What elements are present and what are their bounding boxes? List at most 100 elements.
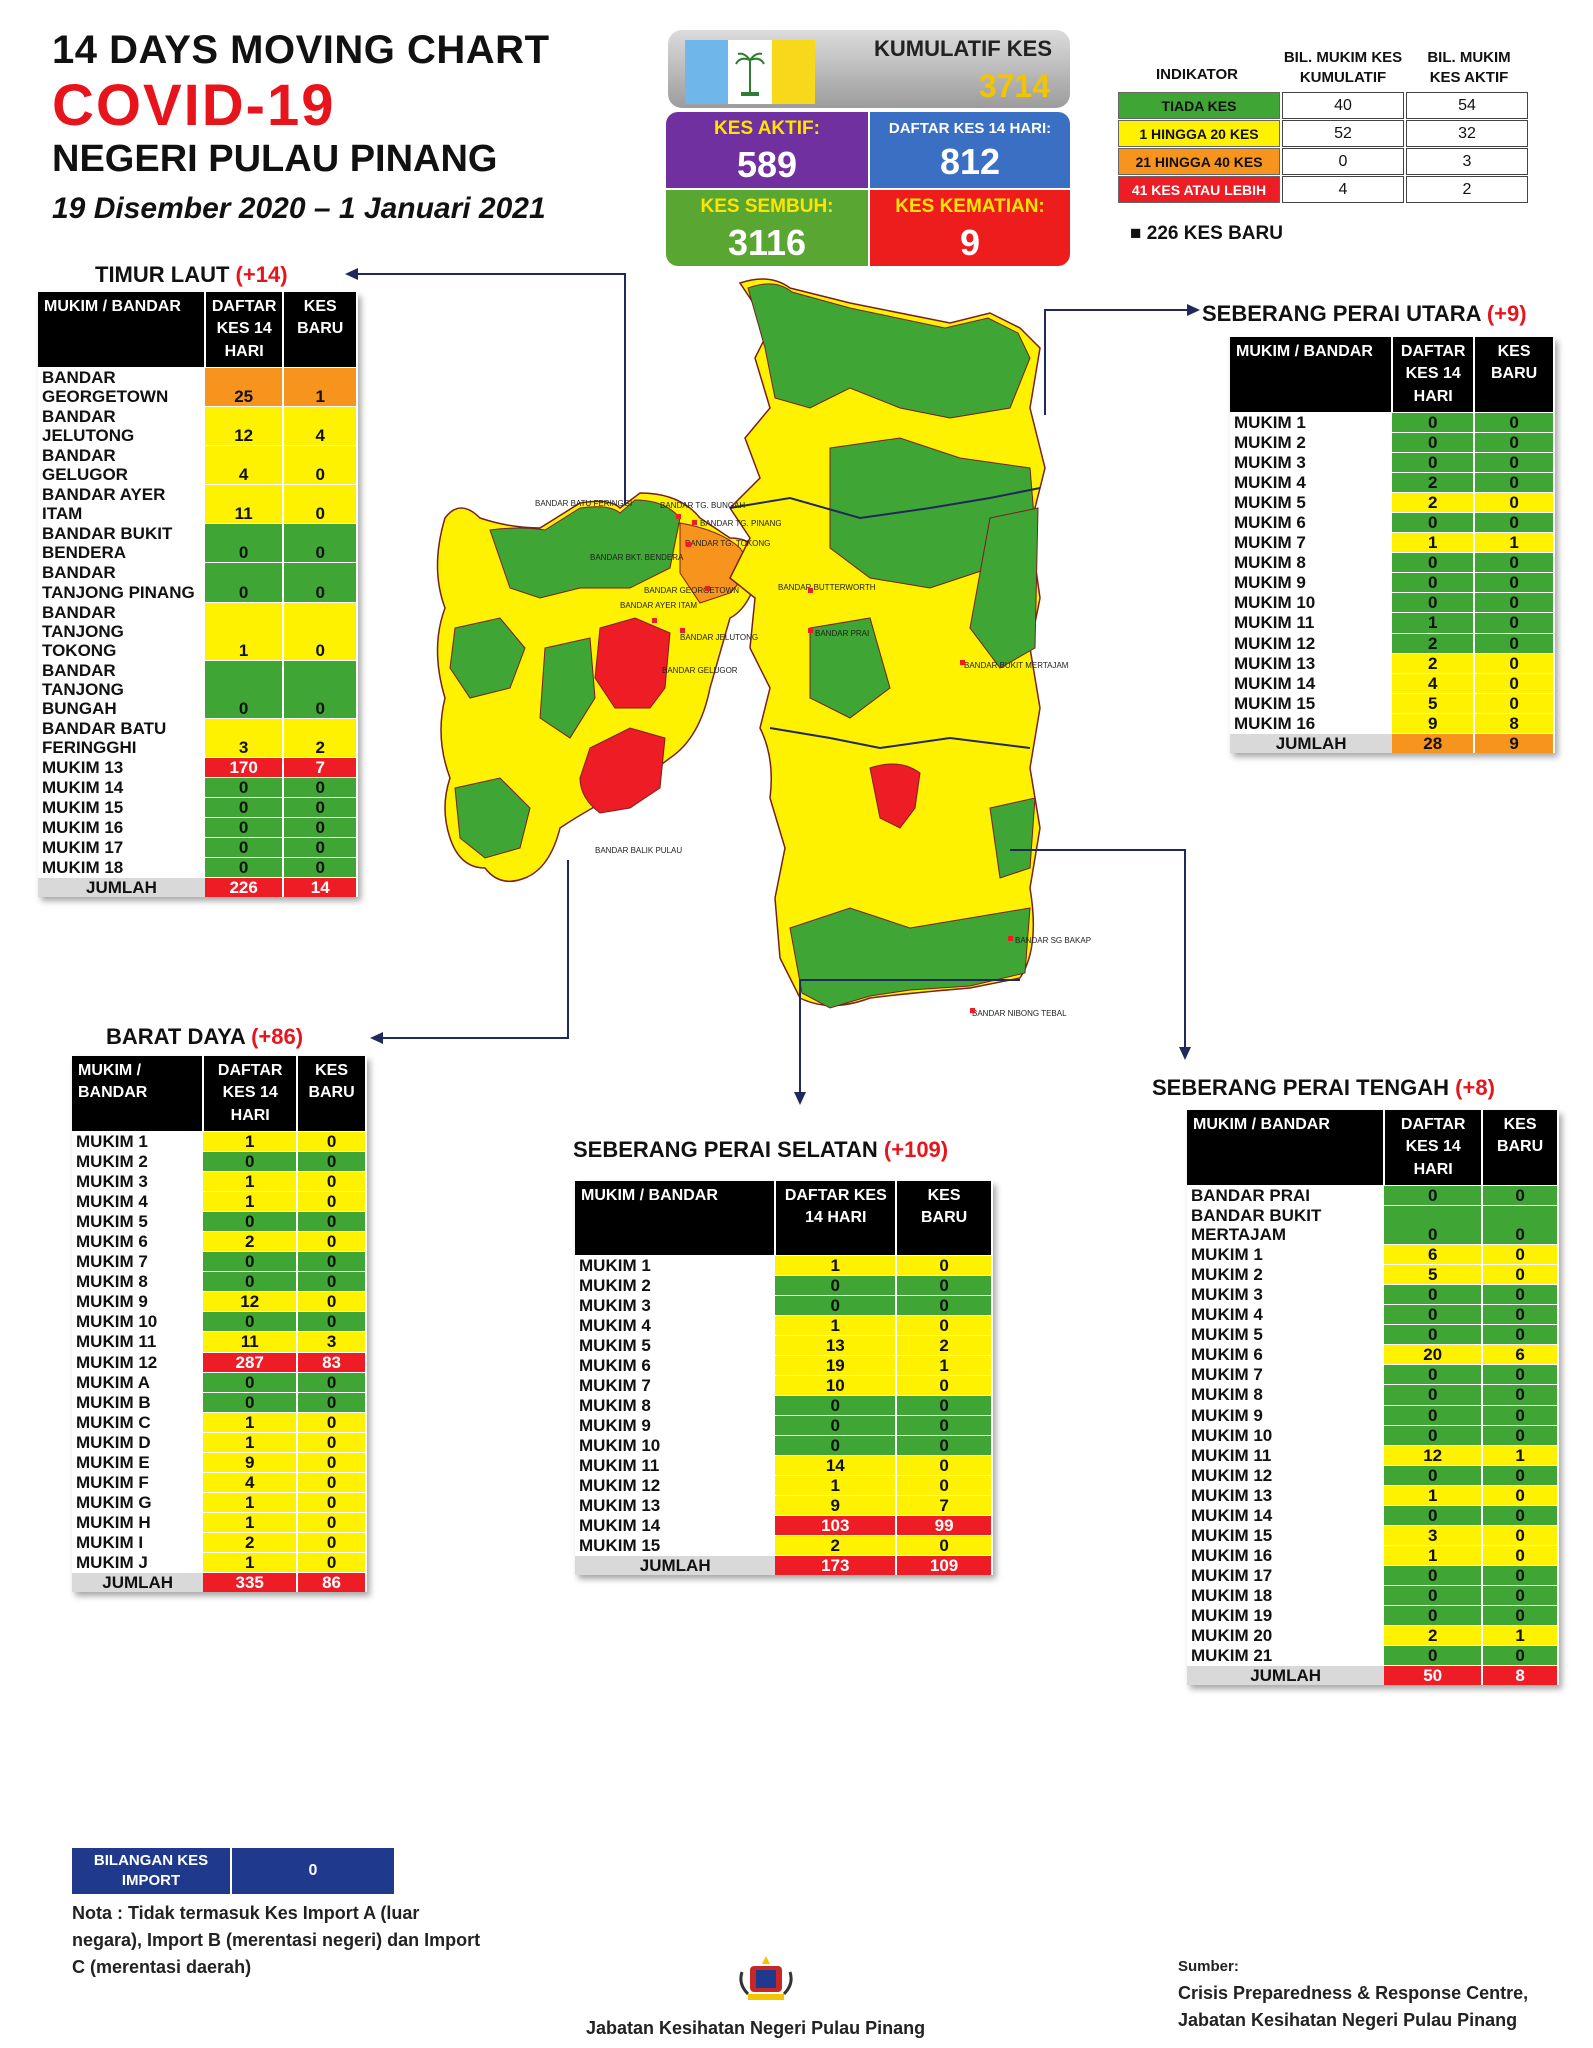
map-label-bukit-mertajam: BANDAR BUKIT MERTAJAM [964, 661, 1069, 670]
row-baru: 0 [297, 1431, 367, 1453]
row-baru: 83 [297, 1351, 367, 1373]
row-name: BANDAR TANJONG PINANG [38, 562, 205, 603]
indicator-row-kumulatif: 4 [1282, 176, 1404, 203]
barat-daya-plus: (+86) [251, 1024, 304, 1049]
new-cases-text: 226 KES BARU [1146, 223, 1283, 244]
row-daftar: 170 [204, 756, 285, 778]
table-row: MUKIM 10 0 0 [575, 1434, 993, 1456]
row-daftar: 0 [775, 1414, 898, 1436]
row-baru: 0 [1482, 1504, 1559, 1526]
row-name: MUKIM 2 [1230, 432, 1393, 453]
district-table: MUKIM / BANDAR DAFTAR KES 14 HARI KES BARU… [575, 1181, 993, 1575]
row-baru: 0 [1482, 1384, 1559, 1406]
row-daftar: 0 [775, 1394, 898, 1416]
cumulative-label: KUMULATIF KES [873, 36, 1052, 61]
row-baru: 0 [297, 1251, 367, 1272]
row-name: BANDAR BATU FERINGGHI [38, 717, 205, 758]
row-baru: 0 [1474, 472, 1555, 493]
row-name: MUKIM 8 [1230, 552, 1393, 573]
mainland-green-north [747, 283, 1031, 419]
square-bullet-icon: ■ [1130, 223, 1142, 244]
map-label-georgetown: BANDAR GEORGETOWN [644, 586, 739, 595]
row-name: MUKIM 18 [38, 856, 205, 878]
row-daftar: 0 [203, 1371, 299, 1393]
row-baru: 0 [1474, 572, 1555, 593]
row-baru: 0 [1474, 692, 1555, 714]
malaysia-coat-of-arms-icon [739, 1956, 793, 2000]
row-name: BANDAR TANJONG BUNGAH [38, 659, 205, 719]
import-cases-label: BILANGAN KES IMPORT [72, 1848, 230, 1894]
row-name: MUKIM 15 [38, 796, 205, 818]
row-name: MUKIM 13 [1230, 652, 1393, 674]
district-table: MUKIM / BANDAR DAFTAR KES 14 HARI KES BARU… [38, 292, 358, 898]
indicator-row-kumulatif: 0 [1282, 148, 1404, 175]
row-daftar: 28 [1392, 732, 1476, 753]
source-label: Sumber: [1178, 1958, 1239, 1975]
row-name: MUKIM C [72, 1411, 204, 1433]
indicator-row-label: TIADA KES [1118, 92, 1280, 119]
row-baru: 0 [1482, 1644, 1559, 1666]
row-name: MUKIM 9 [1187, 1404, 1385, 1426]
column-header: DAFTAR KES 14 HARI [204, 292, 285, 368]
row-baru: 0 [1482, 1544, 1559, 1566]
row-name: BANDAR BUKIT BENDERA [38, 523, 205, 563]
row-baru: 0 [896, 1474, 993, 1496]
table-row: MUKIM 20 2 1 [1187, 1624, 1559, 1646]
deaths-label: KES KEMATIAN: [895, 196, 1045, 217]
table-row: BANDAR BATU FERINGGHI 3 2 [38, 717, 358, 758]
row-name: MUKIM 15 [1230, 692, 1393, 714]
table-row: MUKIM 12 2 0 [1230, 632, 1555, 654]
row-name: MUKIM 9 [575, 1414, 776, 1436]
row-name: MUKIM 7 [72, 1251, 204, 1272]
column-header: KES BARU [896, 1181, 993, 1255]
row-baru: 0 [1474, 652, 1555, 674]
row-baru: 0 [1474, 612, 1555, 634]
total-row: JUMLAH 226 14 [38, 876, 358, 898]
row-baru: 0 [1474, 512, 1555, 533]
row-daftar: 0 [1384, 1504, 1484, 1526]
map-label-sg-bakap: BANDAR SG BAKAP [1015, 936, 1091, 945]
indicator-row-aktif: 3 [1406, 148, 1528, 175]
row-baru: 0 [1482, 1404, 1559, 1426]
indicator-row-aktif: 32 [1406, 120, 1528, 147]
row-daftar: 13 [775, 1334, 898, 1356]
row-daftar: 1 [775, 1314, 898, 1336]
recovered-value: 3116 [727, 222, 807, 263]
row-daftar: 20 [1384, 1344, 1484, 1365]
row-daftar: 0 [204, 776, 285, 798]
table-row: BANDAR JELUTONG 12 4 [38, 406, 358, 446]
row-daftar: 19 [775, 1354, 898, 1376]
row-daftar: 10 [775, 1374, 898, 1396]
table-row: MUKIM 17 0 0 [1187, 1564, 1559, 1586]
row-daftar: 4 [1392, 672, 1476, 694]
active-cases-box: KES AKTIF: 589 [666, 112, 868, 188]
row-baru: 2 [283, 717, 358, 758]
island-green-west [449, 617, 526, 699]
total-row: JUMLAH 28 9 [1230, 732, 1555, 753]
table-row: MUKIM 5 13 2 [575, 1334, 993, 1356]
row-baru: 0 [1474, 412, 1555, 433]
row-name: MUKIM 15 [1187, 1524, 1385, 1546]
row-baru: 0 [1482, 1205, 1559, 1245]
row-name: BANDAR AYER ITAM [38, 484, 205, 524]
row-baru: 0 [896, 1454, 993, 1476]
table-row: MUKIM 9 12 0 [72, 1291, 367, 1312]
spt-name: SEBERANG PERAI TENGAH [1152, 1075, 1450, 1100]
row-baru: 0 [896, 1374, 993, 1396]
row-daftar: 0 [1392, 592, 1476, 613]
column-header: DAFTAR KES 14 HARI [1392, 337, 1476, 413]
table-row: MUKIM 14 0 0 [1187, 1504, 1559, 1526]
row-baru: 0 [896, 1434, 993, 1456]
table-row: BANDAR GEORGETOWN 25 1 [38, 367, 358, 407]
row-daftar: 1 [1384, 1544, 1484, 1566]
row-daftar: 1 [1384, 1484, 1484, 1506]
row-daftar: 2 [1392, 632, 1476, 654]
column-header: DAFTAR KES 14 HARI [203, 1056, 299, 1132]
